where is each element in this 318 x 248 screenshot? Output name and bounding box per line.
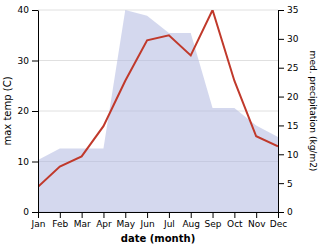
y2-tick-label: 25 [287,63,298,73]
y-tick-mark [32,111,38,112]
x-tick-mark [125,212,126,218]
x-tick: Aug [182,212,200,229]
y2-tick-mark [278,68,284,69]
x-tick: May [116,212,135,229]
x-tick-label: Jan [31,219,46,229]
x-tick-label: Nov [248,219,266,229]
x-tick-label: Feb [52,219,68,229]
y2-tick-mark [278,39,284,40]
x-tick: Dec [270,212,287,229]
x-tick-label: Dec [270,219,287,229]
y2-tick-mark [278,10,284,11]
x-tick-label: Apr [96,219,112,229]
y2-tick-mark [278,125,284,126]
y-tick: 10 [18,157,38,167]
y-tick-label: 20 [18,106,30,116]
marks [38,10,278,212]
y-tick-mark [32,162,38,163]
x-tick: Oct [227,212,243,229]
temp-line [38,10,278,187]
grid-line [38,10,278,11]
x-tick-label: Jun [140,219,155,229]
x-axis: Jan Feb Mar Apr May Jun Jul Aug Sep Oct Nov Dec [31,212,288,229]
y-tick-label: 30 [18,56,30,66]
y2-tick-label: 5 [287,179,293,189]
y2-axis: 0 5 10 15 20 25 30 35 [278,5,299,217]
y2-tick-mark [278,183,284,184]
y2-tick: 10 [278,150,299,160]
x-tick-label: Sep [205,219,222,229]
x-tick-mark [256,212,257,218]
x-tick: Jun [140,212,155,229]
y2-tick-label: 15 [287,121,298,131]
y2-tick-label: 30 [287,34,299,44]
y-tick: 30 [18,56,38,66]
x-tick-mark [82,212,83,218]
plot: JanFebMarAprMayJunJulAugSepOctNovDec0102… [18,5,299,229]
y2-tick: 35 [278,5,298,15]
x-tick: Jul [163,212,175,229]
y2-tick-label: 10 [287,150,299,160]
y2-tick-mark [278,212,284,213]
x-tick-mark [169,212,170,218]
y-axis: 0 10 20 30 40 [18,5,39,217]
y-tick: 0 [23,207,38,217]
x-axis-title: date (month) [121,233,195,244]
y2-tick-mark [278,154,284,155]
y-tick-mark [32,212,38,213]
x-tick-label: Oct [227,219,243,229]
x-tick: Jan [31,212,46,229]
y2-tick: 30 [278,34,299,44]
y2-tick: 5 [278,179,293,189]
precip-area [38,10,278,212]
y2-tick-label: 20 [287,92,299,102]
y-tick-label: 10 [18,157,30,167]
y-tick-label: 40 [18,5,30,15]
x-tick: Mar [74,212,91,229]
x-tick-label: Aug [182,219,200,229]
x-tick-mark [213,212,214,218]
x-tick-mark [38,212,39,218]
y-tick: 40 [18,5,38,15]
x-tick-label: Mar [74,219,91,229]
axis-line [38,11,39,213]
axis-line [278,11,279,213]
y2-tick: 15 [278,121,298,131]
x-tick-mark [103,212,104,218]
y-tick-mark [32,61,38,62]
y2-tick-label: 35 [287,5,298,15]
y2-tick: 25 [278,63,298,73]
y-tick-mark [32,10,38,11]
chart: JanFebMarAprMayJunJulAugSepOctNovDec0102… [0,0,318,248]
x-tick: Sep [205,212,222,229]
x-tick: Apr [96,212,112,229]
y2-tick: 20 [278,92,299,102]
y-tick: 20 [18,106,38,116]
x-tick-label: Jul [163,219,175,229]
x-tick-label: May [116,219,135,229]
y-tick-label: 0 [23,207,29,217]
grid [38,10,278,212]
x-tick: Nov [248,212,266,229]
axis-line [39,212,279,213]
y2-axis-title: med. precipitation (kg/m2) [308,51,318,172]
x-tick-mark [191,212,192,218]
x-tick-mark [147,212,148,218]
y2-tick-label: 0 [287,207,293,217]
y2-tick: 0 [278,207,293,217]
x-tick: Feb [52,212,68,229]
x-tick-mark [60,212,61,218]
y2-tick-mark [278,97,284,98]
x-tick-mark [234,212,235,218]
y-axis-title: max temp (C) [2,76,13,145]
